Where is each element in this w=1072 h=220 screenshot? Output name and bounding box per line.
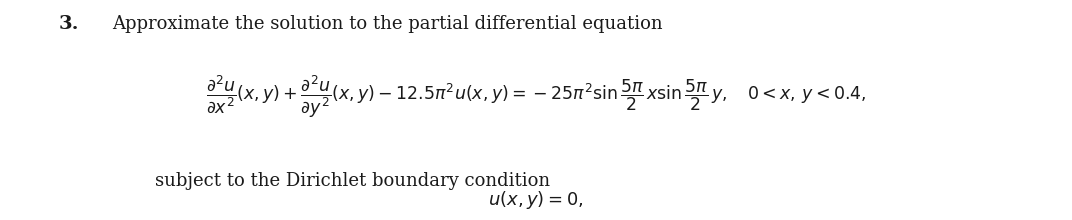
Text: 3.: 3. [59, 15, 79, 33]
Text: subject to the Dirichlet boundary condition: subject to the Dirichlet boundary condit… [155, 172, 551, 190]
Text: $u(x, y) = 0,$: $u(x, y) = 0,$ [488, 189, 584, 211]
Text: Approximate the solution to the partial differential equation: Approximate the solution to the partial … [113, 15, 664, 33]
Text: $\dfrac{\partial^2 u}{\partial x^2}(x, y) + \dfrac{\partial^2 u}{\partial y^2}(x: $\dfrac{\partial^2 u}{\partial x^2}(x, y… [206, 73, 866, 120]
